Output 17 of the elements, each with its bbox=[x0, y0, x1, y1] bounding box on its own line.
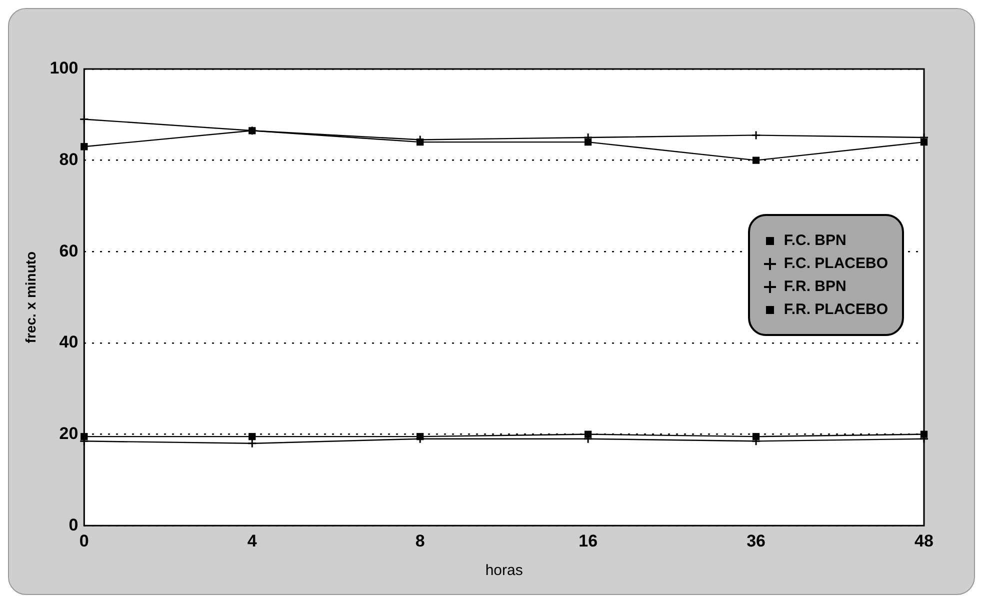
y-tick-label: 60 bbox=[59, 241, 78, 260]
y-tick-label: 0 bbox=[68, 515, 78, 534]
x-tick-label: 4 bbox=[247, 531, 258, 550]
y-tick-label: 40 bbox=[59, 332, 78, 352]
y-tick-label: 80 bbox=[59, 150, 78, 170]
y-tick-label: 20 bbox=[59, 424, 78, 443]
x-tick-label: 48 bbox=[914, 531, 934, 550]
legend-label: F.R. BPN bbox=[784, 278, 846, 295]
x-axis-title: horas bbox=[485, 562, 523, 580]
legend-label: F.C. BPN bbox=[784, 232, 846, 249]
y-axis-title: frec. x minuto bbox=[22, 251, 38, 344]
legend-label: F.R. PLACEBO bbox=[784, 301, 888, 318]
y-tick-label: 100 bbox=[50, 58, 78, 78]
x-tick-label: 8 bbox=[415, 531, 425, 550]
x-tick-label: 36 bbox=[746, 531, 766, 550]
legend-label: F.C. PLACEBO bbox=[784, 255, 888, 272]
x-tick-label: 16 bbox=[578, 531, 598, 550]
